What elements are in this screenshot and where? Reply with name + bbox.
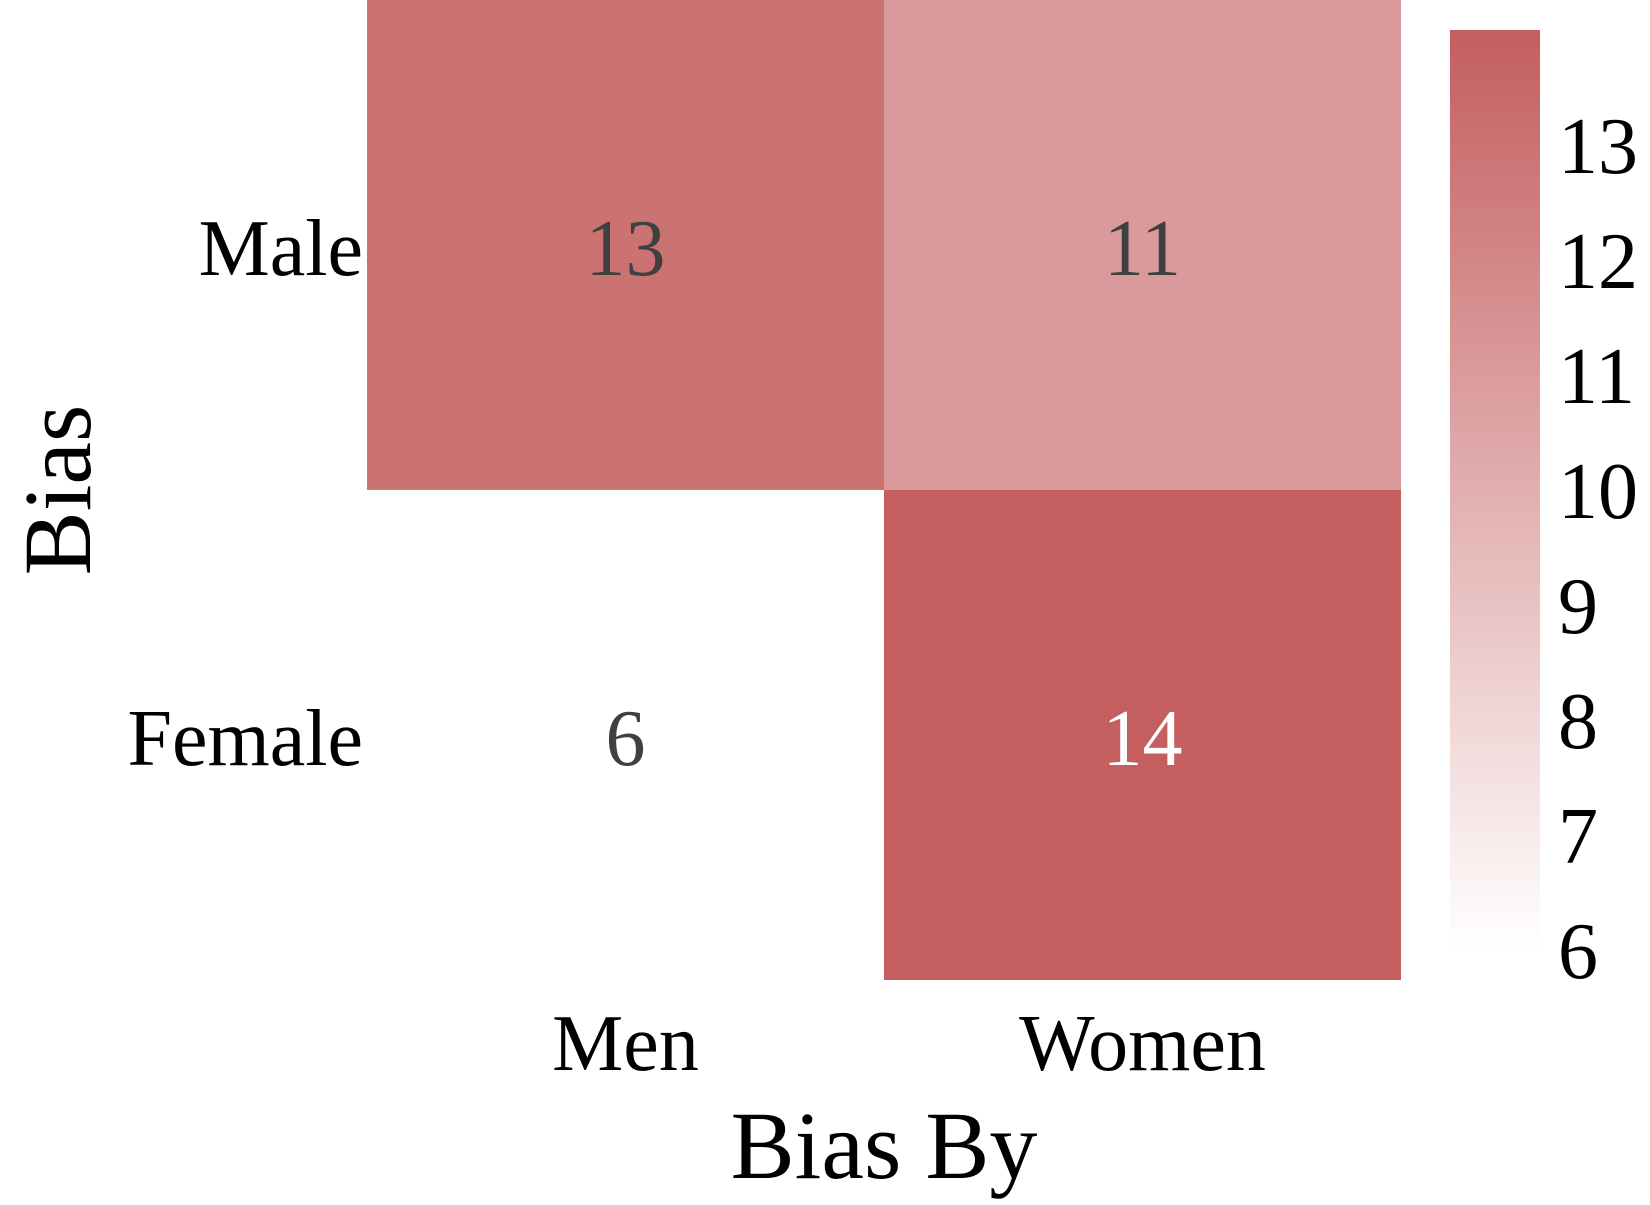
x-axis-label: Bias By	[731, 1092, 1038, 1199]
cell-value-label: 14	[1103, 695, 1183, 783]
colorbar-tick-label: 7	[1558, 793, 1598, 881]
heatmap-cell-male-women	[884, 0, 1401, 490]
colorbar-tick-label: 11	[1558, 333, 1635, 421]
colorbar-tick-label: 8	[1558, 678, 1598, 766]
y-tick-label-male: Male	[199, 205, 363, 293]
x-tick-labels: Men Women	[552, 1000, 1266, 1088]
heatmap-cells	[367, 0, 1401, 980]
heatmap-cell-female-men	[367, 490, 884, 980]
colorbar-tick-label: 6	[1558, 908, 1598, 996]
cell-value-label: 6	[606, 695, 646, 783]
heatmap-cell-female-women	[884, 490, 1401, 980]
y-axis-label: Bias	[4, 405, 111, 576]
x-tick-label-women: Women	[1019, 1000, 1266, 1088]
colorbar	[1450, 30, 1540, 950]
cell-value-label: 11	[1104, 205, 1181, 293]
colorbar-tick-label: 12	[1558, 218, 1638, 306]
cell-value-label: 13	[586, 205, 666, 293]
x-tick-label-men: Men	[552, 1000, 699, 1088]
cell-annotations: 13 11 6 14	[586, 205, 1183, 783]
colorbar-tick-label: 13	[1558, 103, 1638, 191]
colorbar-tick-label: 9	[1558, 563, 1598, 651]
colorbar-tick-label: 10	[1558, 448, 1638, 536]
y-tick-label-female: Female	[128, 695, 363, 783]
heatmap-cell-male-men	[367, 0, 884, 490]
colorbar-tick-labels: 6 7 8 9 10 11 12 13	[1558, 103, 1638, 996]
y-tick-labels: Male Female	[128, 205, 363, 783]
